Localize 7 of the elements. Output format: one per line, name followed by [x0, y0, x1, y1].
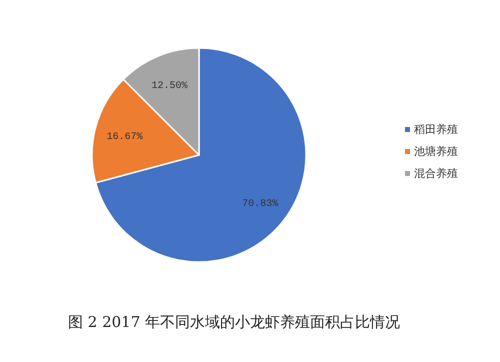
legend-label: 池塘养殖: [414, 145, 458, 158]
caption: 图 2 2017 年不同水域的小龙虾养殖面积占比情况: [68, 313, 400, 331]
data-label: 12.50%: [152, 80, 188, 92]
data-label: 16.67%: [106, 132, 143, 144]
data-label: 70.83%: [242, 198, 278, 210]
legend-label: 混合养殖: [414, 167, 458, 180]
legend-label: 稻田养殖: [414, 123, 458, 136]
